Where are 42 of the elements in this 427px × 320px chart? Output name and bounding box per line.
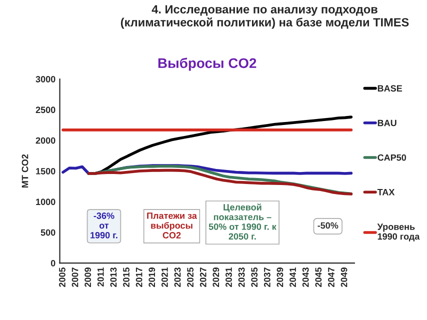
y-axis-title: MT CO2 bbox=[22, 154, 28, 188]
legend-label: CAP50 bbox=[378, 154, 406, 161]
annotation: -50% bbox=[318, 222, 338, 229]
y-tick-label: 1000 bbox=[36, 198, 56, 206]
y-tick-label: 500 bbox=[40, 229, 56, 236]
x-tick-label: 2039 bbox=[276, 268, 284, 287]
x-tick-label: 2011 bbox=[97, 267, 104, 286]
x-tick-label: 2015 bbox=[123, 267, 130, 287]
x-tick-label: 2041 bbox=[290, 267, 296, 287]
x-tick-label: 2045 bbox=[315, 267, 322, 287]
x-tick-label: 2023 bbox=[174, 268, 181, 287]
y-tick-label: 2000 bbox=[36, 137, 56, 144]
y-tick-label: 2500 bbox=[36, 106, 56, 114]
x-tick-label: 2009 bbox=[84, 268, 92, 287]
legend-label: TAX bbox=[377, 189, 395, 196]
x-tick-label: 2033 bbox=[238, 268, 245, 287]
x-tick-label: 2027 bbox=[200, 268, 206, 287]
x-tick-label: 2007 bbox=[72, 268, 78, 287]
y-tick-label: 1500 bbox=[36, 168, 56, 174]
legend-label: Уровень 1990 года bbox=[377, 224, 420, 242]
x-tick-label: 2049 bbox=[340, 268, 348, 287]
x-tick-label: 2013 bbox=[110, 268, 117, 287]
x-tick-label: 2031 bbox=[226, 267, 232, 287]
annotation: Платежи за выбросы CO2 bbox=[147, 212, 197, 238]
x-tick-label: 2017 bbox=[136, 268, 142, 287]
chart-title: 4. Исследование по анализу подходов (климатической политики) на базе модели TIMES bbox=[120, 5, 409, 29]
x-tick-label: 2043 bbox=[302, 268, 309, 287]
annotation: -36% от 1990 г. bbox=[90, 212, 118, 238]
y-tick-label: 3000 bbox=[36, 76, 56, 82]
x-tick-label: 2025 bbox=[187, 267, 194, 287]
x-tick-label: 2029 bbox=[212, 268, 220, 287]
x-tick-label: 2005 bbox=[59, 267, 66, 287]
x-tick-label: 2035 bbox=[251, 267, 258, 287]
x-tick-label: 2019 bbox=[148, 268, 156, 287]
chart-subtitle: Выбросы CO2 bbox=[158, 58, 256, 71]
y-tick-label: 0 bbox=[50, 260, 56, 266]
annotation: Целевой показатель – 50% от 1990 г. к 2050 г. bbox=[208, 204, 276, 240]
legend-label: BASE bbox=[378, 85, 402, 92]
x-tick-label: 2021 bbox=[161, 267, 168, 287]
x-tick-label: 2047 bbox=[328, 268, 334, 287]
legend-label: BAU bbox=[378, 120, 396, 126]
x-tick-label: 2037 bbox=[264, 268, 270, 287]
